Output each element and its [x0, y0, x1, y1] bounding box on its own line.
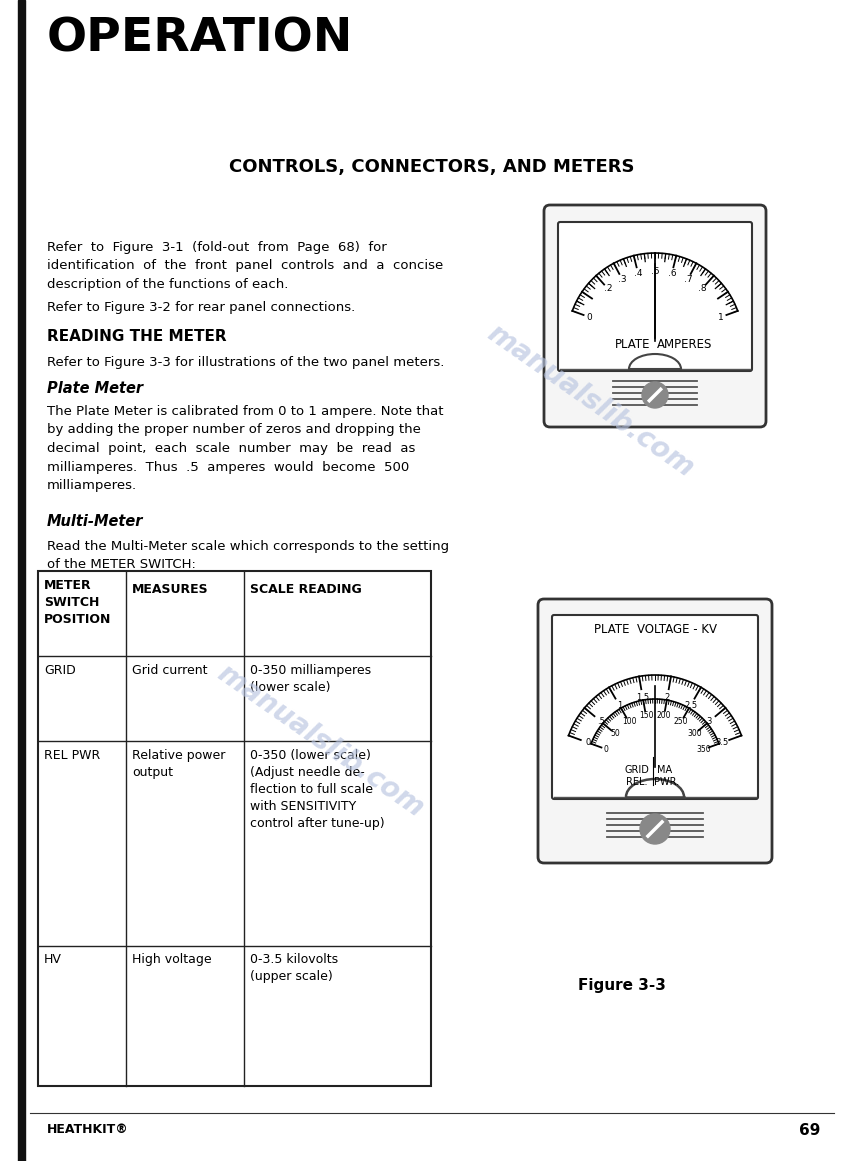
Text: GRID: GRID	[44, 664, 76, 677]
Text: 0: 0	[586, 738, 591, 748]
Text: 3: 3	[707, 716, 712, 726]
Text: Multi-Meter: Multi-Meter	[47, 514, 143, 529]
Text: High voltage: High voltage	[132, 953, 212, 966]
Text: READING THE METER: READING THE METER	[47, 329, 226, 344]
Text: .4: .4	[634, 268, 642, 277]
Text: 69: 69	[798, 1123, 820, 1138]
Text: 250: 250	[674, 717, 689, 727]
Text: 2.5: 2.5	[684, 701, 697, 711]
Text: The Plate Meter is calibrated from 0 to 1 ampere. Note that
by adding the proper: The Plate Meter is calibrated from 0 to …	[47, 405, 443, 492]
Text: .3: .3	[618, 275, 626, 283]
Text: 0-350 (lower scale)
(Adjust needle de-
flection to full scale
with SENSITIVITY
c: 0-350 (lower scale) (Adjust needle de- f…	[250, 749, 384, 830]
Text: Refer  to  Figure  3-1  (fold-out  from  Page  68)  for
identification  of  the : Refer to Figure 3-1 (fold-out from Page …	[47, 241, 443, 291]
Text: .2: .2	[604, 284, 613, 294]
Text: HEATHKIT®: HEATHKIT®	[47, 1123, 129, 1135]
FancyBboxPatch shape	[538, 599, 772, 863]
Text: 150: 150	[638, 712, 653, 720]
Text: 0: 0	[587, 312, 592, 322]
Bar	[38, 571, 431, 1086]
Text: SCALE READING: SCALE READING	[250, 583, 362, 596]
Text: Grid current: Grid current	[132, 664, 207, 677]
Text: 1.5: 1.5	[636, 693, 649, 701]
Text: GRID: GRID	[625, 765, 650, 776]
Text: PLATE  VOLTAGE - KV: PLATE VOLTAGE - KV	[594, 623, 716, 636]
Text: AMPERES: AMPERES	[658, 338, 713, 351]
Text: METER
SWITCH
POSITION: METER SWITCH POSITION	[44, 579, 111, 626]
Text: PWR.: PWR.	[654, 777, 680, 787]
Text: .8: .8	[697, 284, 706, 294]
Circle shape	[642, 382, 668, 408]
Text: 50: 50	[610, 729, 620, 738]
Text: .5: .5	[651, 267, 659, 275]
Text: Read the Multi-Meter scale which corresponds to the setting
of the METER SWITCH:: Read the Multi-Meter scale which corresp…	[47, 540, 449, 571]
Text: REL PWR: REL PWR	[44, 749, 100, 762]
Text: PLATE: PLATE	[615, 338, 651, 351]
Text: MEASURES: MEASURES	[132, 583, 208, 596]
Text: Plate Meter: Plate Meter	[47, 381, 143, 396]
Text: .5: .5	[597, 716, 605, 726]
Text: 350: 350	[696, 744, 711, 753]
FancyBboxPatch shape	[558, 222, 752, 372]
Text: Relative power
output: Relative power output	[132, 749, 226, 779]
Text: manualslib.com: manualslib.com	[212, 659, 429, 823]
Text: CONTROLS, CONNECTORS, AND METERS: CONTROLS, CONNECTORS, AND METERS	[229, 158, 635, 176]
FancyBboxPatch shape	[544, 205, 766, 427]
Text: 0-3.5 kilovolts
(upper scale): 0-3.5 kilovolts (upper scale)	[250, 953, 338, 983]
Text: HV: HV	[44, 953, 62, 966]
Text: OPERATION: OPERATION	[47, 16, 353, 62]
Text: Refer to Figure 3-3 for illustrations of the two panel meters.: Refer to Figure 3-3 for illustrations of…	[47, 356, 444, 369]
Text: 0-350 milliamperes
(lower scale): 0-350 milliamperes (lower scale)	[250, 664, 372, 694]
Text: REL.: REL.	[626, 777, 648, 787]
FancyBboxPatch shape	[552, 615, 758, 799]
Bar	[18, 0, 25, 1161]
Text: Figure 3-3: Figure 3-3	[578, 978, 666, 993]
Text: .6: .6	[668, 268, 677, 277]
Text: .7: .7	[683, 275, 692, 283]
Text: MA: MA	[658, 765, 672, 776]
Text: 1: 1	[718, 312, 724, 322]
Text: 100: 100	[622, 717, 636, 727]
Text: 0: 0	[604, 744, 608, 753]
Text: 200: 200	[657, 712, 671, 720]
Text: 1: 1	[617, 701, 622, 711]
Text: 300: 300	[688, 729, 702, 738]
Text: 2: 2	[664, 693, 670, 701]
Text: manualslib.com: manualslib.com	[481, 319, 699, 483]
Circle shape	[640, 814, 670, 844]
Text: Refer to Figure 3-2 for rear panel connections.: Refer to Figure 3-2 for rear panel conne…	[47, 301, 355, 313]
Text: 3.5: 3.5	[715, 738, 728, 748]
